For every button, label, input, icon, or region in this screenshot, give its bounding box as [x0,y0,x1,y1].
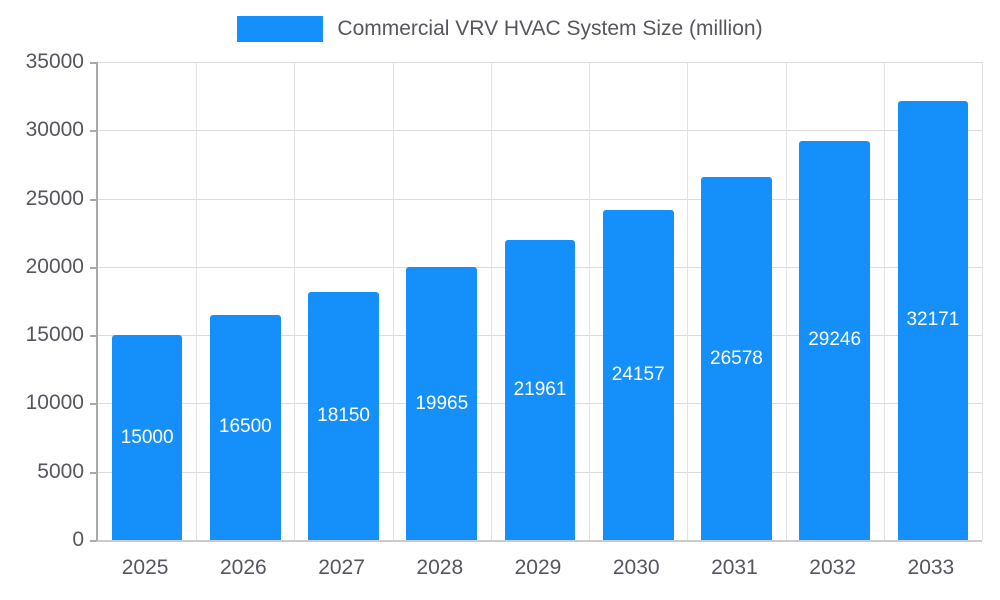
bar-value-label: 21961 [513,379,567,401]
gridline-horizontal [98,130,982,132]
gridline-vertical [785,62,787,540]
y-tick-mark [90,540,96,542]
bar-value-label: 29246 [808,329,862,351]
y-tick-label: 30000 [25,118,84,142]
bar-2031[interactable]: 26578 [701,177,772,540]
chart-legend[interactable]: Commercial VRV HVAC System Size (million… [0,16,1000,42]
x-tick-label: 2033 [907,556,955,579]
y-tick-label: 10000 [25,391,84,415]
y-tick-label: 35000 [25,50,84,73]
y-tick-mark [90,62,96,64]
x-tick-label: 2026 [219,556,267,579]
y-tick-mark [90,198,96,201]
x-tick-label: 2029 [514,556,562,579]
legend-swatch [237,16,324,42]
y-tick-label: 5000 [37,459,84,483]
y-tick-label: 0 [72,528,84,551]
bar-value-label: 16500 [218,416,272,438]
gridline-vertical [294,62,296,540]
gridline-vertical [490,62,492,540]
y-tick-label: 20000 [25,254,84,278]
bar-2028[interactable]: 19965 [406,267,478,540]
gridline-vertical [196,62,198,540]
gridline-horizontal [98,198,982,200]
y-tick-mark [90,403,96,406]
bar-2027[interactable]: 18150 [308,292,379,540]
y-tick-label: 25000 [25,186,84,210]
x-tick-label: 2027 [318,556,365,579]
bar-value-label: 26578 [710,347,763,369]
x-tick-label: 2031 [711,556,758,579]
gridline-vertical [883,62,885,540]
bar-2026[interactable]: 16500 [209,314,281,540]
bar-2033[interactable]: 32171 [897,100,969,540]
gridline-vertical [392,62,394,540]
y-tick-mark [90,130,96,133]
bar-value-label: 32171 [906,309,960,331]
bar-2032[interactable]: 29246 [799,140,871,540]
bar-2029[interactable]: 21961 [504,240,576,540]
bar-2025[interactable]: 15000 [111,335,183,540]
bar-value-label: 24157 [611,364,665,386]
x-tick-label: 2025 [121,556,169,579]
gridline-vertical [589,62,591,540]
bar-value-label: 19965 [415,392,469,414]
gridline-vertical [982,62,983,540]
y-tick-label: 15000 [25,323,84,347]
x-tick-label: 2030 [612,556,660,579]
plot-area: 15000 16500 18150 19965 21961 24157 26578 29246… [90,62,983,542]
gridline-horizontal [98,62,982,63]
x-tick-label: 2028 [416,556,464,579]
bar-value-label: 15000 [120,426,174,448]
bar-2030[interactable]: 24157 [602,210,674,540]
legend-label: Commercial VRV HVAC System Size (million… [337,17,763,40]
gridline-vertical [687,62,689,540]
y-tick-mark [90,335,96,338]
x-tick-label: 2032 [809,556,857,579]
y-tick-mark [90,471,96,474]
bar-value-label: 18150 [317,405,370,427]
y-tick-mark [90,266,96,269]
